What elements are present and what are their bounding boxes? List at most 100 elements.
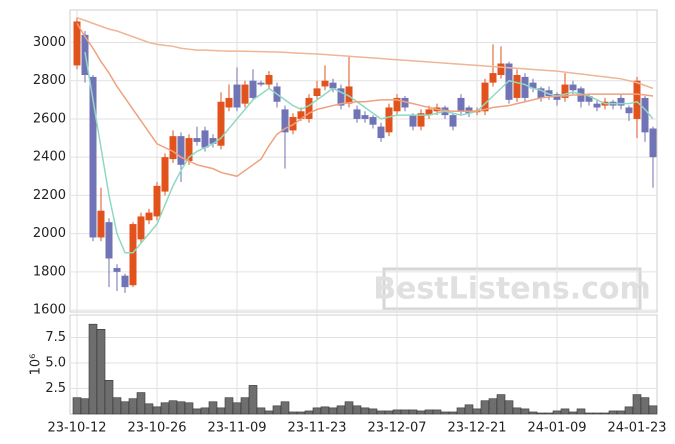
candle-body: [201, 130, 209, 148]
y-tick-label: 7.5: [45, 330, 66, 345]
candle-body: [625, 107, 633, 114]
volume-bar: [480, 400, 490, 415]
volume-bar: [320, 406, 330, 415]
candle-body: [513, 74, 521, 98]
candle-body: [425, 109, 433, 116]
candle-body: [409, 115, 417, 127]
volume-bar: [208, 401, 218, 415]
volume-bar: [224, 397, 234, 415]
price-panel: [69, 9, 658, 313]
watermark: BestListens.com: [373, 267, 651, 311]
volume-bar: [312, 407, 322, 415]
volume-bar: [128, 398, 138, 415]
candle-body: [641, 97, 649, 133]
candle-body: [169, 136, 177, 160]
volume-bar: [520, 408, 530, 415]
volume-bar: [136, 392, 146, 415]
volume-bar: [544, 412, 554, 415]
volume-bar: [304, 410, 314, 415]
candle-body: [281, 109, 289, 133]
marks: [72, 16, 658, 415]
volume-bar: [120, 401, 130, 415]
volume-bar: [168, 400, 178, 415]
candle-body: [649, 128, 657, 158]
volume-bar: [104, 380, 114, 415]
candle-body: [617, 97, 625, 106]
volume-bar: [144, 403, 154, 415]
x-tick-label: 23-10-26: [127, 421, 186, 436]
x-tick-label: 23-11-09: [207, 421, 266, 436]
volume-bar: [624, 406, 634, 415]
volume-bar: [440, 411, 450, 415]
candle-body: [521, 76, 529, 98]
x-tick-label: 23-11-23: [287, 421, 346, 436]
candle-body: [449, 115, 457, 127]
candle-body: [145, 212, 153, 221]
candle-body: [305, 97, 313, 119]
volume-bar: [384, 410, 394, 415]
volume-panel: [69, 314, 658, 415]
volume-bar: [376, 410, 386, 415]
candle-body: [217, 101, 225, 146]
candle-body: [345, 86, 353, 104]
volume-bar: [288, 411, 298, 415]
candle-body: [89, 76, 97, 238]
candle-body: [529, 82, 537, 89]
volume-bar: [88, 323, 98, 415]
candle-body: [545, 90, 553, 97]
volume-bar: [488, 398, 498, 415]
candle-body: [569, 84, 577, 91]
volume-bar: [240, 397, 250, 415]
volume-bar: [512, 407, 522, 415]
candle-body: [97, 210, 105, 238]
volume-bar: [368, 408, 378, 415]
volume-bar: [632, 394, 642, 415]
y-tick-label: 5.0: [45, 355, 66, 370]
candle-body: [185, 138, 193, 161]
y-tick-label: 2800: [33, 73, 66, 88]
volume-bar: [112, 397, 122, 415]
volume-bar: [256, 407, 266, 415]
candle-body: [393, 97, 401, 112]
candle-body: [249, 80, 257, 98]
volume-bar: [496, 394, 506, 415]
watermark-box: [382, 267, 642, 311]
candle-body: [73, 21, 81, 66]
candle-body: [153, 185, 161, 217]
volume-bar: [424, 409, 434, 415]
volume-bar: [192, 408, 202, 415]
volume-bar: [328, 407, 338, 415]
candle-body: [385, 107, 393, 133]
candle-body: [489, 73, 497, 83]
candle-body: [225, 97, 233, 108]
volume-bar: [592, 412, 602, 415]
candle-body: [209, 138, 217, 144]
candle-body: [457, 97, 465, 112]
candle-body: [593, 103, 601, 108]
moving-average: [76, 22, 654, 178]
volume-bar: [248, 385, 258, 415]
volume-bar: [160, 402, 170, 415]
y-axis-label: 10⁶: [29, 354, 44, 376]
candle-body: [193, 138, 201, 142]
candle-body: [553, 94, 561, 100]
moving-average: [76, 16, 654, 90]
candle-body: [241, 84, 249, 104]
volume-bar: [528, 411, 538, 415]
volume-bar: [400, 409, 410, 415]
y-tick-label: 2200: [33, 188, 66, 203]
watermark-text: BestListens.com: [373, 272, 651, 307]
volume-bar: [536, 412, 546, 415]
x-tick-label: 24-01-09: [527, 421, 586, 436]
candle-body: [561, 84, 569, 98]
x-tick-label: 23-12-21: [447, 421, 506, 436]
volume-bar: [96, 328, 106, 415]
candle-body: [113, 268, 121, 272]
candle-body: [289, 117, 297, 131]
volume-bar: [648, 405, 658, 415]
candle-body: [177, 136, 185, 165]
candle-body: [361, 115, 369, 119]
y-tick-label: 2400: [33, 150, 66, 165]
volume-bar: [608, 410, 618, 415]
